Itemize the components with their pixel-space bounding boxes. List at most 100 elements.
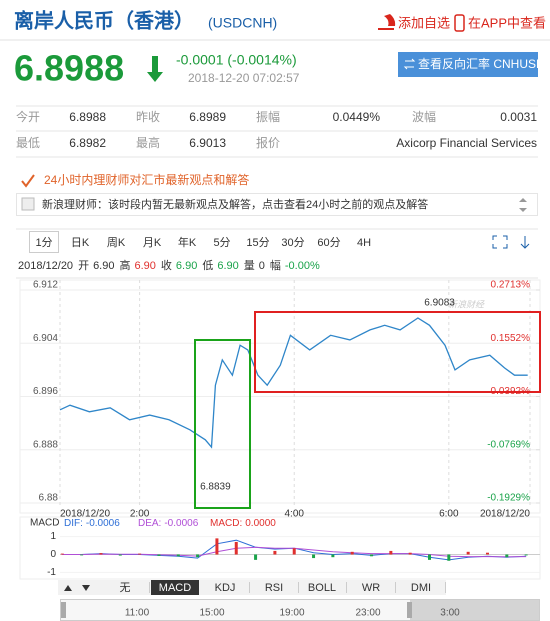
scroll-arrows[interactable] (519, 198, 527, 212)
legend-entry: DEA: -0.0006 (138, 518, 199, 529)
ohlc-value: 6.90 (93, 260, 114, 272)
period-tab[interactable]: 年K (178, 235, 197, 249)
fullscreen-icon[interactable] (492, 235, 508, 249)
period-tab[interactable]: 30分 (281, 236, 304, 249)
stat-label: 昨收 (136, 110, 160, 124)
indicator-bar (58, 580, 446, 595)
navigator-label: 23:00 (355, 608, 380, 619)
legend-name: DEA: (138, 518, 161, 529)
stat-value: 6.9013 (189, 136, 226, 150)
x-tick-label: 4:00 (284, 509, 304, 520)
indicator-tab[interactable]: BOLL (308, 582, 336, 594)
navigator-window[interactable] (410, 600, 539, 620)
news-item[interactable]: 新浪理财师：该时段内暂无最新观点及解答，点击查看24小时之前的观点及解答 (42, 197, 428, 211)
indicator-tab[interactable]: RSI (265, 582, 283, 594)
ohlc-label: 收 (161, 258, 172, 272)
legend-name: DIF: (64, 518, 83, 529)
quote-time: 2018-12-20 07:02:57 (188, 71, 300, 85)
add-watch-link[interactable]: 添加自选 (398, 15, 450, 30)
macd-bar (428, 554, 432, 560)
stat-label: 最高 (136, 135, 160, 150)
stat-label: 振幅 (256, 109, 280, 124)
news-title[interactable]: 24小时内理财师对汇市最新观点和解答 (44, 172, 249, 187)
navigator-label: 15:00 (199, 608, 224, 619)
x-tick-label: 2018/12/20 (60, 509, 110, 520)
app-view-link[interactable]: 在APP中查看 (468, 15, 546, 30)
y2-tick-label: 0.2713% (491, 280, 531, 291)
macd-bar (505, 554, 509, 558)
period-tab[interactable]: 15分 (246, 236, 269, 249)
legend-value: -0.0006 (164, 518, 198, 529)
period-tab[interactable]: 4H (357, 237, 371, 249)
reverse-button[interactable] (398, 52, 538, 77)
indicator-tab[interactable]: 无 (120, 582, 131, 594)
macd-bar (176, 554, 180, 557)
download-icon[interactable] (520, 236, 530, 249)
navigator-handle[interactable] (61, 602, 66, 618)
legend-name: MACD: (210, 518, 242, 529)
y-tick-label: 6.88 (39, 493, 59, 504)
macd-bar (234, 541, 238, 555)
navigator-label: 3:00 (440, 608, 460, 619)
legend-entry: MACD: 0.0000 (210, 518, 276, 529)
indicator-tab[interactable]: WR (362, 582, 380, 594)
phone-icon (454, 14, 465, 32)
ohlc-label: 开 (78, 260, 89, 272)
x-tick-label: 2018/12/20 (480, 509, 530, 520)
tab-selected[interactable] (29, 231, 59, 253)
macd-bar (99, 553, 103, 555)
price-line (59, 317, 528, 449)
reverse-button-label[interactable]: 查看反向汇率 CNHUSD (418, 56, 545, 71)
legend-entry: DIF: -0.0006 (64, 518, 120, 529)
x-tick-label: 6:00 (439, 509, 459, 520)
stats-table: 今开 6.8988 昨收 6.8989 振幅 0.0449% 波幅 0.0031 最低 6.898… (16, 105, 538, 158)
indicator-selected[interactable] (151, 580, 199, 595)
macd-chart: MACD DIF: -0.0006 DEA: -0.0006 MACD: 0.000010-… (19, 516, 541, 580)
y-tick-label: -1 (47, 567, 56, 578)
watch-icon (378, 14, 396, 30)
period-tab[interactable]: 60分 (317, 236, 340, 249)
period-tab[interactable]: 月K (143, 237, 162, 249)
stat-label: 波幅 (412, 109, 436, 124)
indicator-tab[interactable]: KDJ (215, 582, 236, 594)
ohlc-label: 幅 (270, 259, 281, 272)
macd-bar (80, 554, 84, 556)
macd-bar (118, 554, 122, 556)
y-tick-label: 6.888 (33, 439, 58, 450)
up-button[interactable] (64, 585, 72, 591)
macd-bar (312, 554, 316, 559)
navigator-label: 11:00 (125, 608, 150, 619)
annotation: 6.9083 (424, 297, 455, 308)
macd-bar (350, 551, 354, 555)
indicator-tab[interactable]: DMI (411, 582, 431, 594)
macd-bar (447, 554, 451, 561)
down-arrow (147, 56, 163, 82)
period-tab[interactable]: 5分 (213, 236, 230, 249)
period-tabs: 1分 日K 周K 月K 年K 5分 15分 30分 60分 4H (29, 231, 371, 253)
stat-value: 6.8989 (189, 110, 226, 124)
indicator-tab[interactable]: MACD (159, 582, 191, 594)
ohlc-line: 2018/12/20 开 6.90 高 6.90 收 6.90 低 6.90 量 0 幅 -0.00% (18, 258, 320, 272)
period-tab[interactable]: 1分 (35, 236, 52, 249)
navigator-labels: 11:00 15:00 19:00 23:00 3:00 (125, 608, 460, 619)
period-tab[interactable]: 周K (107, 236, 126, 249)
period-tab[interactable]: 日K (71, 237, 90, 249)
ohlc-value: 0 (259, 260, 265, 272)
ohlc-label: 低 (202, 259, 213, 272)
down-button[interactable] (82, 585, 90, 591)
y2-tick-label: -0.0769% (487, 439, 530, 450)
ohlc-label: 高 (119, 258, 130, 272)
news-icon (21, 174, 35, 188)
x-tick-label: 2:00 (130, 509, 150, 520)
navigator-handle[interactable] (407, 602, 412, 618)
ohlc-value: 6.90 (217, 260, 238, 272)
ohlc-value: -0.00% (285, 260, 320, 272)
legend-value: -0.0006 (86, 518, 120, 529)
y-tick-label: 1 (50, 531, 56, 542)
symbol-code: (USDCNH) (208, 15, 277, 31)
stat-value: 0.0449% (333, 110, 381, 124)
ohlc-label: 量 (244, 259, 255, 272)
indicator-tabs: 无 MACD KDJ RSI BOLL WR DMI (120, 580, 446, 595)
